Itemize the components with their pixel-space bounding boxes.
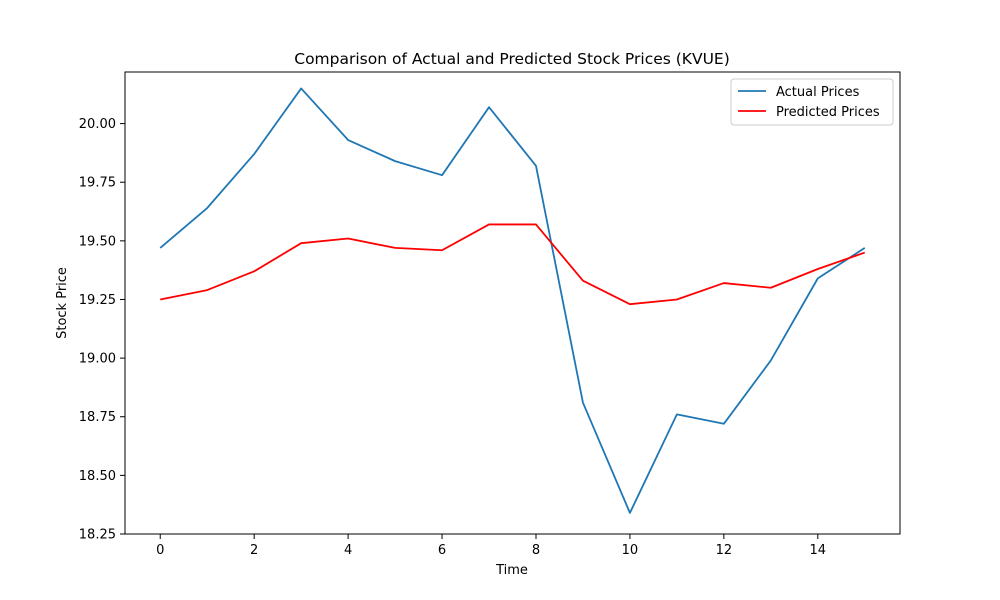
x-tick-label: 8 <box>532 543 540 558</box>
legend-label-actual: Actual Prices <box>776 85 860 100</box>
ticks-layer: 0 2 4 6 8 10 12 14 18.25 18.50 18.75 19.00 19.25 19.5… <box>79 117 826 558</box>
series-line-actual-prices <box>159 87 866 514</box>
legend: Actual Prices Predicted Prices <box>730 78 894 126</box>
series-line-predicted-prices <box>160 223 866 306</box>
x-tick-label: 14 <box>810 543 827 558</box>
x-tick-label: 6 <box>438 543 446 558</box>
plot-frame <box>124 71 901 535</box>
y-axis-label: Stock Price <box>55 267 70 339</box>
x-tick-label: 4 <box>344 543 352 558</box>
legend-label-predicted: Predicted Prices <box>776 105 880 120</box>
chart-title: Comparison of Actual and Predicted Stock… <box>294 50 730 68</box>
y-tick-label: 19.50 <box>79 234 116 249</box>
y-tick-label: 18.75 <box>79 410 116 425</box>
y-tick-label: 18.25 <box>79 528 116 543</box>
y-tick-label: 20.00 <box>79 117 116 132</box>
x-tick-label: 10 <box>622 543 639 558</box>
y-tick-label: 18.50 <box>79 469 116 484</box>
y-tick-label: 19.25 <box>79 293 116 308</box>
legend-box <box>730 78 894 126</box>
x-axis-label: Time <box>495 563 528 578</box>
y-tick-label: 19.00 <box>79 352 116 367</box>
x-tick-label: 12 <box>716 543 733 558</box>
y-tick-label: 19.75 <box>79 176 116 191</box>
x-tick-label: 2 <box>250 543 258 558</box>
x-tick-label: 0 <box>156 543 164 558</box>
series-lines <box>159 87 866 514</box>
